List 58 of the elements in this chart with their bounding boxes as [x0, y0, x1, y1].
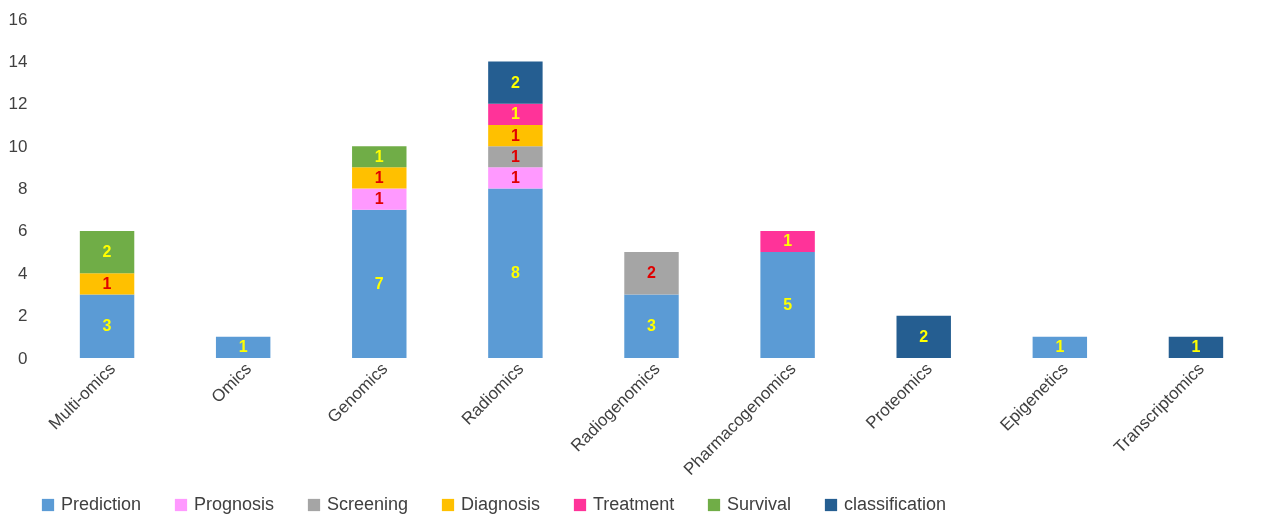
bar — [1168, 336, 1224, 358]
legend-label: Treatment — [593, 494, 675, 514]
bar — [215, 336, 271, 358]
bar — [624, 252, 679, 295]
data-label: 8 — [510, 264, 520, 282]
bar — [488, 61, 543, 104]
y-tick-label: 6 — [18, 221, 28, 241]
bar — [352, 167, 407, 189]
bar — [624, 294, 679, 358]
data-label: 1 — [374, 147, 384, 165]
data-label: 2 — [510, 73, 520, 91]
bar — [488, 188, 543, 358]
data-label: 1 — [1055, 338, 1065, 356]
data-label: 3 — [102, 317, 112, 335]
data-label: 2 — [102, 243, 112, 261]
legend-label: Screening — [327, 494, 409, 514]
data-label: 7 — [374, 274, 384, 292]
data-label: 3 — [647, 317, 657, 335]
bar — [488, 124, 543, 147]
y-tick-label: 8 — [18, 179, 28, 198]
y-tick-label: 12 — [8, 94, 28, 114]
data-label: 1 — [374, 190, 384, 208]
bar — [79, 230, 135, 274]
bar — [488, 103, 543, 125]
bar — [79, 273, 135, 295]
bar — [352, 188, 407, 210]
y-tick-label: 10 — [8, 136, 28, 156]
y-tick-label: 16 — [8, 9, 28, 29]
bar — [1032, 336, 1088, 358]
y-tick-label: 2 — [18, 306, 28, 326]
data-label: 5 — [783, 296, 793, 314]
bar — [352, 146, 407, 168]
data-label: 1 — [510, 168, 520, 186]
y-tick-label: 4 — [18, 263, 28, 283]
data-label: 2 — [647, 264, 657, 282]
bar — [760, 230, 815, 253]
legend-label: Prediction — [61, 494, 142, 514]
data-label: 1 — [510, 147, 520, 165]
legend-label: classification — [844, 494, 947, 514]
data-label: 1 — [374, 168, 384, 186]
data-label: 1 — [510, 126, 520, 144]
y-tick-label: 14 — [8, 51, 28, 71]
data-label: 1 — [238, 338, 248, 356]
legend-label: Diagnosis — [461, 494, 541, 514]
bar — [760, 252, 815, 358]
bar — [896, 315, 951, 358]
bar — [488, 146, 543, 168]
legend-label: Prognosis — [194, 494, 275, 514]
data-label: 1 — [510, 105, 520, 123]
bar — [79, 294, 135, 358]
data-label: 1 — [1191, 338, 1201, 356]
bar — [488, 167, 543, 189]
data-label: 1 — [102, 274, 112, 292]
legend-label: Survival — [727, 494, 792, 514]
bar — [352, 209, 407, 358]
y-tick-label: 0 — [18, 348, 28, 368]
data-label: 2 — [919, 327, 929, 345]
data-label: 1 — [783, 232, 793, 250]
